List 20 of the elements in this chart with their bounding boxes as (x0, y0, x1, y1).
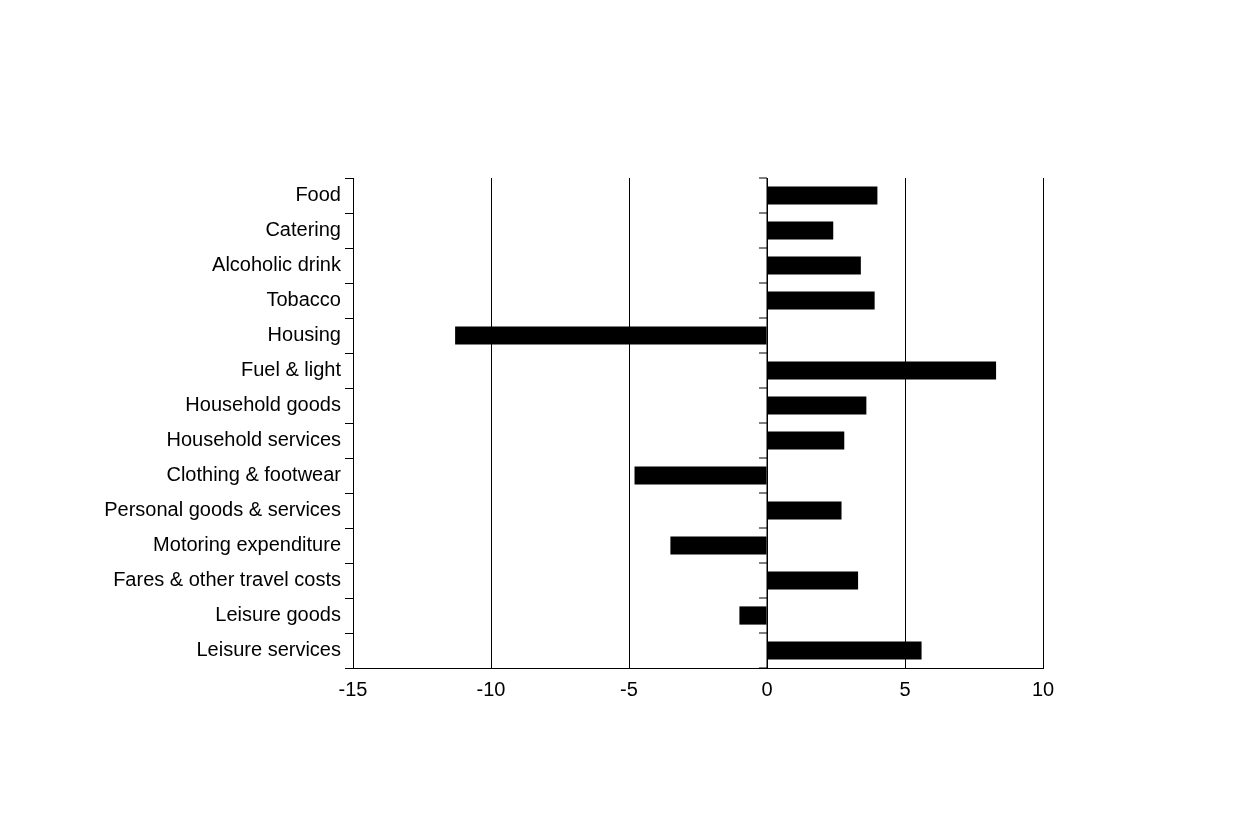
y-tick-label: Household goods (185, 393, 341, 416)
y-tick-label: Fuel & light (240, 358, 342, 381)
y-tick-label: Leisure goods (215, 603, 341, 626)
y-tick-label: Personal goods & services (104, 498, 341, 521)
y-tick-label: Motoring expenditure (153, 533, 341, 556)
y-tick-label: Household services (166, 428, 341, 451)
y-tick-label: Food (295, 183, 341, 206)
x-tick-label: 10 (1031, 677, 1055, 700)
y-tick-label: Alcoholic drink (212, 253, 342, 276)
y-tick-label: Fares & other travel costs (113, 568, 341, 591)
y-tick-label: Housing (267, 323, 341, 346)
x-tick-label: -15 (338, 677, 368, 700)
y-tick-label: Tobacco (266, 288, 341, 311)
x-tick-label: 0 (761, 677, 773, 700)
y-tick-label: Leisure services (196, 638, 341, 661)
x-tick-label: -10 (476, 677, 506, 700)
y-tick-label: Clothing & footwear (166, 463, 342, 486)
x-tick-label: 5 (899, 677, 911, 700)
y-tick-label: Catering (265, 218, 341, 241)
x-tick-label: -5 (620, 677, 638, 700)
